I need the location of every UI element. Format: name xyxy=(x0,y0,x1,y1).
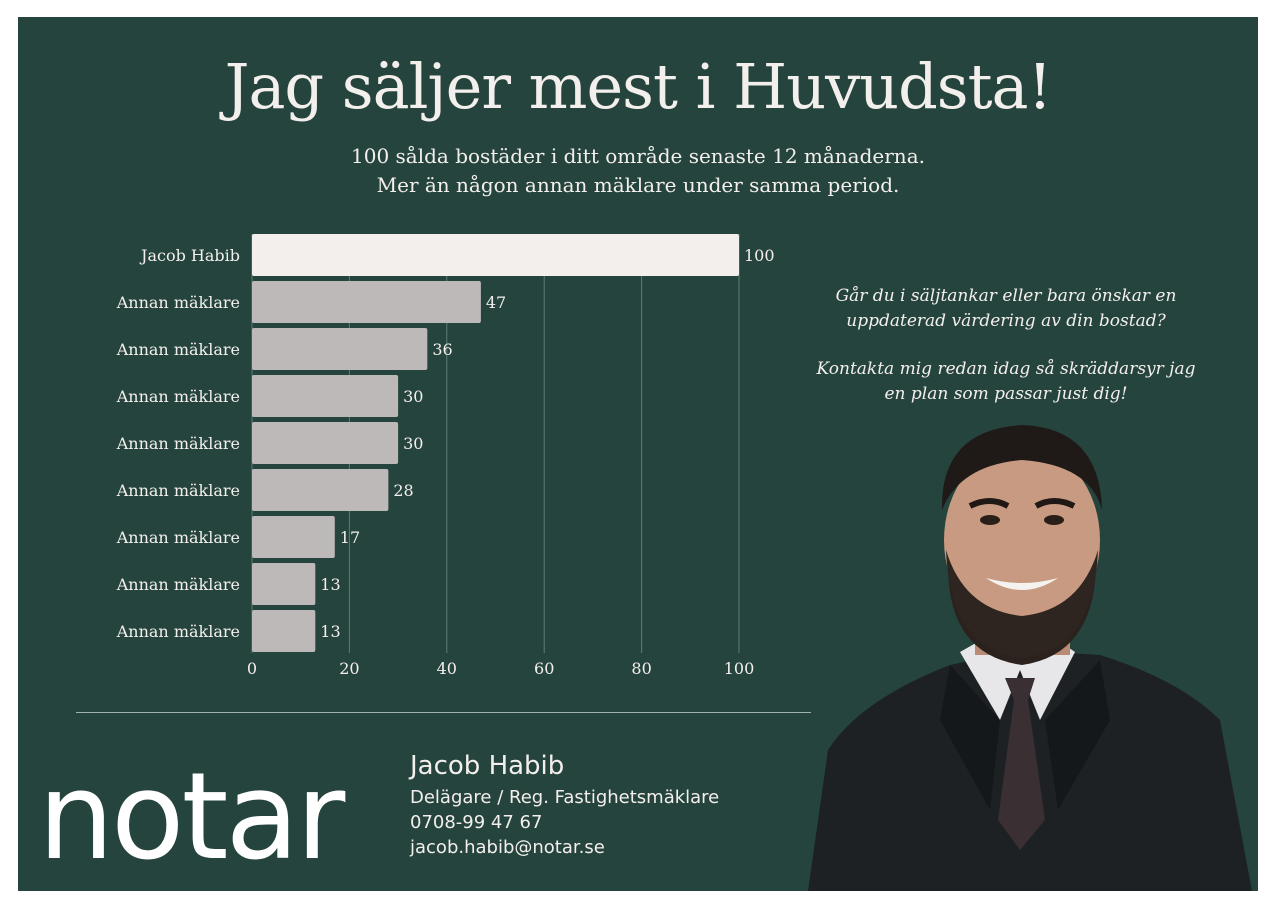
bar xyxy=(252,328,428,370)
subheadline-line-2: Mer än någon annan mäklare under samma p… xyxy=(376,173,900,197)
value-label: 13 xyxy=(320,622,340,641)
value-label: 30 xyxy=(403,387,423,406)
category-label: Annan mäklare xyxy=(116,340,240,359)
value-label: 13 xyxy=(320,575,340,594)
value-label: 100 xyxy=(744,246,775,265)
category-label: Jacob Habib xyxy=(139,246,240,265)
bar xyxy=(252,610,316,652)
value-label: 28 xyxy=(393,481,413,500)
x-tick-label: 100 xyxy=(724,659,755,678)
bar xyxy=(252,469,389,511)
divider-line xyxy=(76,712,811,713)
contact-name: Jacob Habib xyxy=(410,751,565,781)
category-label: Annan mäklare xyxy=(116,575,240,594)
value-label: 17 xyxy=(340,528,360,547)
cta-paragraph-1: Går du i säljtankar eller bara önskar en… xyxy=(806,284,1206,334)
x-tick-label: 60 xyxy=(534,659,554,678)
category-label: Annan mäklare xyxy=(116,387,240,406)
contact-email[interactable]: jacob.habib@notar.se xyxy=(410,837,605,858)
cta-line: Går du i säljtankar eller bara önskar en xyxy=(835,286,1177,306)
subheadline-line-1: 100 sålda bostäder i ditt område senaste… xyxy=(351,144,925,168)
cta-line: Kontakta mig redan idag så skräddarsyr j… xyxy=(816,359,1196,379)
headline: Jag säljer mest i Huvudsta! xyxy=(224,50,1053,123)
notar-logo: notar xyxy=(38,748,345,887)
bar xyxy=(252,234,739,276)
category-label: Annan mäklare xyxy=(116,528,240,547)
bar xyxy=(252,281,481,323)
contact-role: Delägare / Reg. Fastighetsmäklare xyxy=(410,787,720,808)
value-label: 30 xyxy=(403,434,423,453)
x-tick-label: 40 xyxy=(437,659,457,678)
bar xyxy=(252,563,316,605)
agent-portrait xyxy=(808,425,1252,891)
category-label: Annan mäklare xyxy=(116,434,240,453)
cta-line: en plan som passar just dig! xyxy=(884,384,1128,404)
category-label: Annan mäklare xyxy=(116,622,240,641)
x-tick-label: 0 xyxy=(247,659,257,678)
x-tick-label: 20 xyxy=(339,659,359,678)
x-tick-label: 80 xyxy=(631,659,651,678)
bar xyxy=(252,422,399,464)
contact-phone[interactable]: 0708-99 47 67 xyxy=(410,812,543,833)
cta-line: uppdaterad värdering av din bostad? xyxy=(846,311,1166,331)
category-label: Annan mäklare xyxy=(116,481,240,500)
category-label: Annan mäklare xyxy=(116,293,240,312)
value-label: 47 xyxy=(486,293,506,312)
bar xyxy=(252,516,335,558)
value-label: 36 xyxy=(432,340,452,359)
bar xyxy=(252,375,399,417)
cta-paragraph-2: Kontakta mig redan idag så skräddarsyr j… xyxy=(806,357,1206,407)
